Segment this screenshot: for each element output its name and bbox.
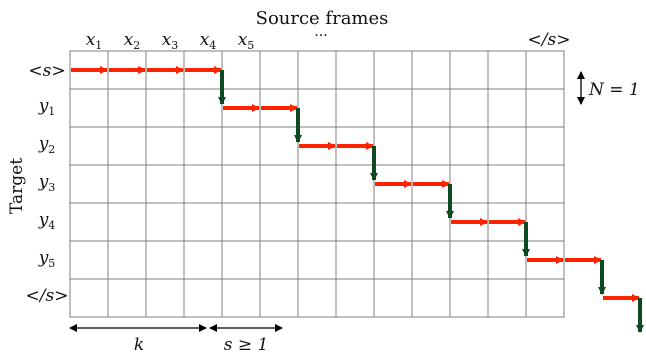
source-eos: </s> bbox=[528, 30, 571, 50]
target-label-y1: y1 bbox=[38, 96, 56, 118]
source-label-x5: x5 bbox=[238, 30, 255, 52]
source-labels: x1 x2 x3 x4 x5 ··· </s> bbox=[86, 28, 571, 52]
target-labels: <s> y1 y2 y3 y4 y5 </s> bbox=[26, 61, 69, 306]
latency-annotations: k s ≥ 1 bbox=[69, 324, 283, 355]
grid-border bbox=[69, 50, 565, 318]
source-label-x4: x4 bbox=[200, 30, 217, 52]
target-axis-label: Target bbox=[7, 158, 27, 214]
wait-k-label: k bbox=[134, 335, 144, 355]
alignment-grid bbox=[69, 50, 565, 318]
source-label-x2: x2 bbox=[124, 30, 141, 52]
target-eos: </s> bbox=[26, 286, 69, 306]
chunk-size-annotation: N = 1 bbox=[577, 71, 640, 105]
source-label-x3: x3 bbox=[162, 30, 179, 52]
chunk-size-label: N = 1 bbox=[588, 80, 640, 100]
policy-path bbox=[71, 66, 644, 333]
stride-label: s ≥ 1 bbox=[224, 335, 269, 355]
diagram-title: Source frames bbox=[256, 8, 389, 29]
target-bos: <s> bbox=[28, 61, 65, 81]
target-label-y3: y3 bbox=[38, 172, 56, 194]
source-ellipsis: ··· bbox=[314, 28, 327, 44]
target-label-y2: y2 bbox=[38, 134, 56, 156]
target-label-y4: y4 bbox=[38, 210, 56, 232]
target-label-y5: y5 bbox=[38, 248, 56, 270]
source-label-x1: x1 bbox=[86, 30, 103, 52]
